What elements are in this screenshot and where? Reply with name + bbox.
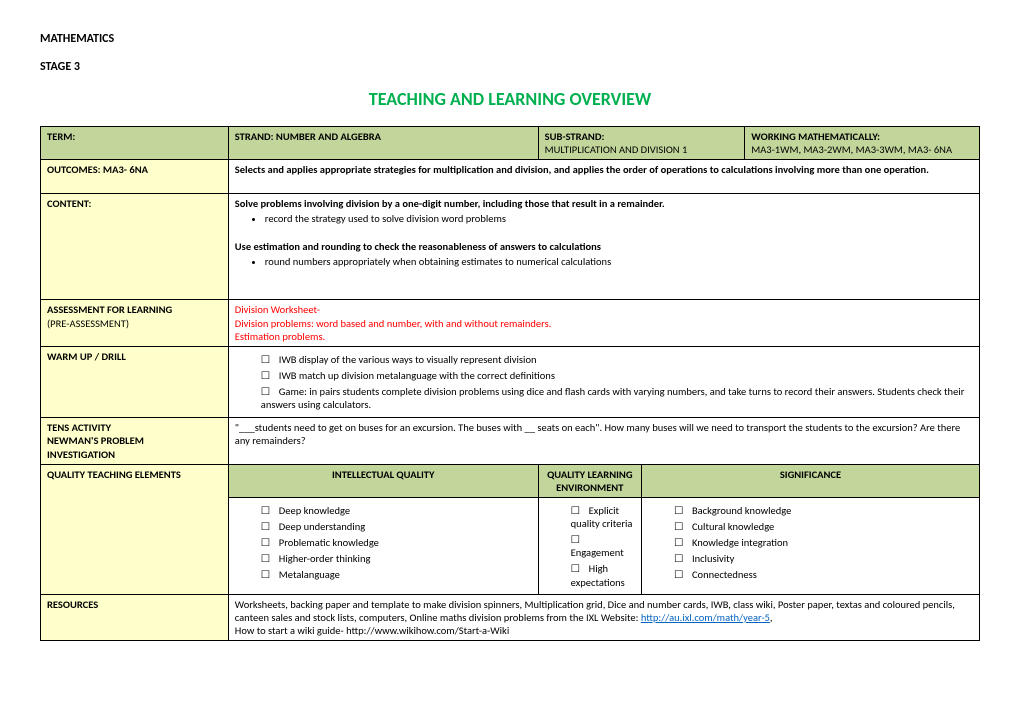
term-cell: TERM: xyxy=(41,127,229,160)
assessment-line3: Estimation problems. xyxy=(235,330,325,343)
qte-label: QUALITY TEACHING ELEMENTS xyxy=(41,464,229,594)
wm-cell: WORKING MATHEMATICALLY: MA3-1WM, MA3-2WM… xyxy=(745,127,980,160)
substrand-label: SUB-STRAND: xyxy=(545,130,605,143)
qte-item: Explicit quality criteria xyxy=(565,504,635,530)
qte-item: Engagement xyxy=(565,533,635,559)
qte-item: Inclusivity xyxy=(668,552,973,565)
resources-row: RESOURCES Worksheets, backing paper and … xyxy=(41,594,980,640)
qte-item: Cultural knowledge xyxy=(668,520,973,533)
strand-cell: STRAND: NUMBER AND ALGEBRA xyxy=(228,127,538,160)
outcomes-text: Selects and applies appropriate strategi… xyxy=(228,160,979,193)
qte-col2-body: Explicit quality criteria Engagement Hig… xyxy=(538,497,641,594)
qte-item: Problematic knowledge xyxy=(255,536,532,549)
header-row: TERM: STRAND: NUMBER AND ALGEBRA SUB-STR… xyxy=(41,127,980,160)
qte-col3-header: SIGNIFICANCE xyxy=(641,464,979,497)
tens-label: TENS ACTIVITY NEWMAN'S PROBLEM INVESTIGA… xyxy=(41,418,229,464)
qte-col2-header: QUALITY LEARNING ENVIRONMENT xyxy=(538,464,641,497)
warmup-label: WARM UP / DRILL xyxy=(41,346,229,418)
warmup-row: WARM UP / DRILL IWB display of the vario… xyxy=(41,346,980,418)
resources-body: Worksheets, backing paper and template t… xyxy=(228,594,979,640)
outcomes-label: OUTCOMES: MA3- 6NA xyxy=(41,160,229,193)
warmup-item: IWB display of the various ways to visua… xyxy=(255,353,973,366)
qte-item: Knowledge integration xyxy=(668,536,973,549)
content-body: Solve problems involving division by a o… xyxy=(228,193,979,300)
content-line1: Solve problems involving division by a o… xyxy=(235,197,665,210)
resources-link[interactable]: http://au.ixl.com/math/year-5 xyxy=(641,611,770,624)
page-title: TEACHING AND LEARNING OVERVIEW xyxy=(40,88,980,110)
content-bullet2: round numbers appropriately when obtaini… xyxy=(265,255,973,268)
substrand-value: MULTIPLICATION AND DIVISION 1 xyxy=(545,143,688,156)
assessment-row: ASSESSMENT FOR LEARNING (PRE-ASSESSMENT)… xyxy=(41,300,980,346)
content-row: CONTENT: Solve problems involving divisi… xyxy=(41,193,980,300)
tens-text: "___students need to get on buses for an… xyxy=(228,418,979,464)
substrand-cell: SUB-STRAND: MULTIPLICATION AND DIVISION … xyxy=(538,127,745,160)
qte-item: Background knowledge xyxy=(668,504,973,517)
content-bullet1: record the strategy used to solve divisi… xyxy=(265,212,973,225)
assessment-line1: Division Worksheet- xyxy=(235,303,320,316)
subject-heading: MATHEMATICS xyxy=(40,32,980,46)
qte-col1-header: INTELLECTUAL QUALITY xyxy=(228,464,538,497)
outcomes-row: OUTCOMES: MA3- 6NA Selects and applies a… xyxy=(41,160,980,193)
wm-label: WORKING MATHEMATICALLY: xyxy=(751,130,880,143)
qte-item: Connectedness xyxy=(668,568,973,581)
qte-item: Metalanguage xyxy=(255,568,532,581)
content-line2: Use estimation and rounding to check the… xyxy=(235,240,601,253)
content-label: CONTENT: xyxy=(41,193,229,300)
qte-item: High expectations xyxy=(565,562,635,588)
resources-post: , xyxy=(770,611,773,624)
assessment-line2: Division problems: word based and number… xyxy=(235,317,552,330)
qte-header-row: QUALITY TEACHING ELEMENTS INTELLECTUAL Q… xyxy=(41,464,980,497)
qte-item: Deep understanding xyxy=(255,520,532,533)
warmup-body: IWB display of the various ways to visua… xyxy=(228,346,979,418)
stage-heading: STAGE 3 xyxy=(40,60,980,74)
assessment-label: ASSESSMENT FOR LEARNING (PRE-ASSESSMENT) xyxy=(41,300,229,346)
warmup-item: IWB match up division metalanguage with … xyxy=(255,369,973,382)
qte-col1-body: Deep knowledge Deep understanding Proble… xyxy=(228,497,538,594)
qte-item: Higher-order thinking xyxy=(255,552,532,565)
wm-value: MA3-1WM, MA3-2WM, MA3-3WM, MA3- 6NA xyxy=(751,143,952,156)
overview-table: TERM: STRAND: NUMBER AND ALGEBRA SUB-STR… xyxy=(40,126,980,641)
tens-row: TENS ACTIVITY NEWMAN'S PROBLEM INVESTIGA… xyxy=(41,418,980,464)
assessment-body: Division Worksheet- Division problems: w… xyxy=(228,300,979,346)
qte-item: Deep knowledge xyxy=(255,504,532,517)
warmup-item: Game: in pairs students complete divisio… xyxy=(255,385,973,411)
resources-pre: Worksheets, backing paper and template t… xyxy=(235,598,955,624)
resources-line2: How to start a wiki guide- http://www.wi… xyxy=(235,624,509,637)
resources-label: RESOURCES xyxy=(41,594,229,640)
qte-col3-body: Background knowledge Cultural knowledge … xyxy=(641,497,979,594)
